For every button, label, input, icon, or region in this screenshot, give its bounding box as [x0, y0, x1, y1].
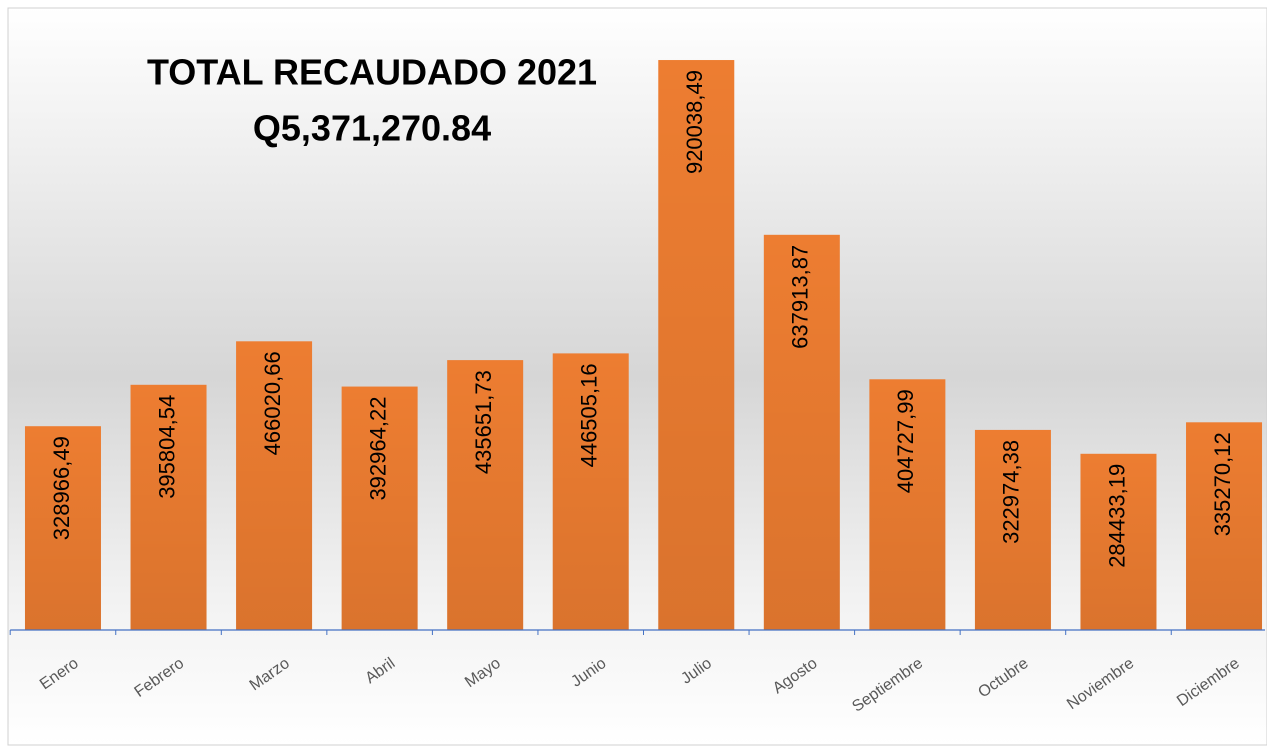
bar-shade [341, 386, 418, 630]
chart-title: TOTAL RECAUDADO 2021 [147, 52, 597, 93]
bar-shade [869, 379, 946, 630]
bar-shade [763, 234, 840, 630]
bar-shade [1080, 453, 1157, 630]
data-label: 446505,16 [577, 363, 602, 467]
data-label: 466020,66 [260, 351, 285, 455]
data-label: 392964,22 [365, 397, 390, 501]
bar-shade [24, 426, 101, 630]
chart-background [7, 7, 1267, 746]
data-label: 328966,49 [49, 436, 74, 540]
chart-subtitle: Q5,371,270.84 [253, 108, 491, 149]
bar-shade [974, 429, 1051, 630]
bar-shade [130, 384, 207, 630]
bar-shade [552, 353, 629, 630]
data-label: 404727,99 [893, 389, 918, 493]
data-label: 435651,73 [471, 370, 496, 474]
bar-shade [1186, 422, 1263, 630]
bar-shade [236, 341, 313, 630]
data-label: 637913,87 [788, 245, 813, 349]
data-label: 335270,12 [1210, 432, 1235, 536]
data-label: 322974,38 [999, 440, 1024, 544]
data-label: 284433,19 [1104, 464, 1129, 568]
bar-shade [658, 60, 735, 631]
bar-shade [447, 360, 524, 630]
data-label: 395804,54 [154, 395, 179, 499]
data-label: 920038,49 [682, 70, 707, 174]
